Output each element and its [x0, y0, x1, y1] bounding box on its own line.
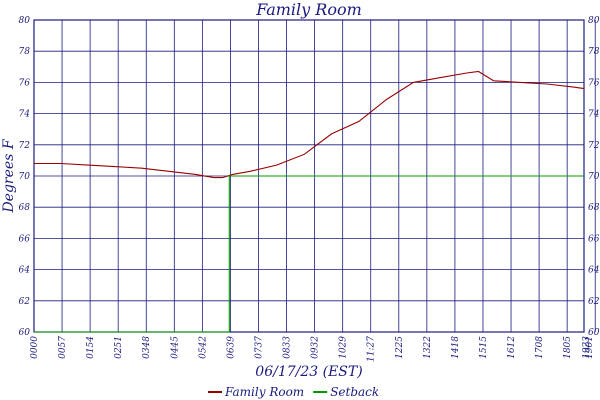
y-tick-label-right: 72 [588, 141, 600, 151]
x-tick-label: 1322 [423, 336, 433, 359]
x-tick-label: 0542 [198, 336, 208, 359]
x-tick-label: 1612 [507, 336, 517, 359]
x-tick-label: 0057 [58, 336, 68, 359]
y-tick-label: 78 [19, 47, 31, 57]
y-tick-label-right: 80 [588, 16, 600, 26]
x-tick-label: 0154 [86, 336, 96, 359]
y-tick-label-right: 74 [588, 110, 600, 120]
legend-label: Setback [330, 385, 379, 399]
y-tick-label: 68 [19, 203, 31, 213]
y-tick-label: 64 [19, 266, 31, 276]
x-tick-label: 0737 [254, 336, 264, 359]
x-axis-label: 06/17/23 (EST) [255, 364, 362, 380]
series-layer [34, 70, 585, 333]
x-tick-label: 0251 [114, 336, 124, 359]
x-tick-label: 0348 [142, 336, 152, 359]
legend: Family Room Setback [208, 385, 379, 399]
x-tick-label: 0833 [283, 336, 293, 359]
y-tick-label-right: 70 [588, 172, 600, 182]
x-tick-label: 1515 [479, 336, 489, 359]
y-tick-label: 62 [19, 297, 31, 307]
series-line-setback [34, 175, 584, 333]
x-tick-label: 11:27 [367, 336, 377, 362]
x-tick-label: 0932 [311, 336, 321, 359]
y-tick-label: 74 [19, 110, 31, 120]
series-line-family-room [34, 70, 585, 179]
x-tick-label: 0445 [170, 336, 180, 359]
y-tick-label: 70 [19, 172, 31, 182]
x-tick-label: 1708 [535, 336, 545, 359]
x-tick-label: 0639 [226, 336, 236, 359]
x-tick-label: 1418 [451, 336, 461, 359]
y-tick-label: 80 [19, 16, 31, 26]
y-tick-label: 66 [19, 234, 31, 244]
x-tick-label: 1225 [395, 336, 405, 359]
x-tick-label: 1805 [563, 336, 573, 359]
x-tick-label: 1923 [582, 336, 592, 359]
chart-title: Family Room [255, 0, 362, 19]
x-tick-label: 1901 [585, 336, 595, 359]
y-axis-label: Degrees F [1, 138, 17, 213]
y-tick-label-right: 64 [588, 266, 600, 276]
y-tick-label-right: 68 [588, 203, 600, 213]
y-tick-label-right: 76 [588, 78, 600, 88]
y-tick-label-right: 66 [588, 234, 600, 244]
y-tick-label: 60 [19, 328, 31, 338]
legend-label: Family Room [224, 385, 304, 399]
y-tick-label: 76 [19, 78, 31, 88]
x-tick-label: 0000 [30, 336, 40, 359]
y-tick-label-right: 60 [588, 328, 600, 338]
y-axis-right: 60 62 64 66 68 70 72 74 76 78 80 [588, 16, 600, 338]
y-tick-label-right: 78 [588, 47, 600, 57]
y-tick-label: 72 [19, 141, 31, 151]
x-axis: 0000 0057 0154 0251 0348 0445 0542 0639 0737 0833… [30, 336, 595, 362]
x-tick-label: 1029 [339, 336, 349, 359]
y-tick-label-right: 62 [588, 297, 600, 307]
y-axis-left: 60 62 64 66 68 70 72 74 76 78 80 [19, 16, 31, 338]
